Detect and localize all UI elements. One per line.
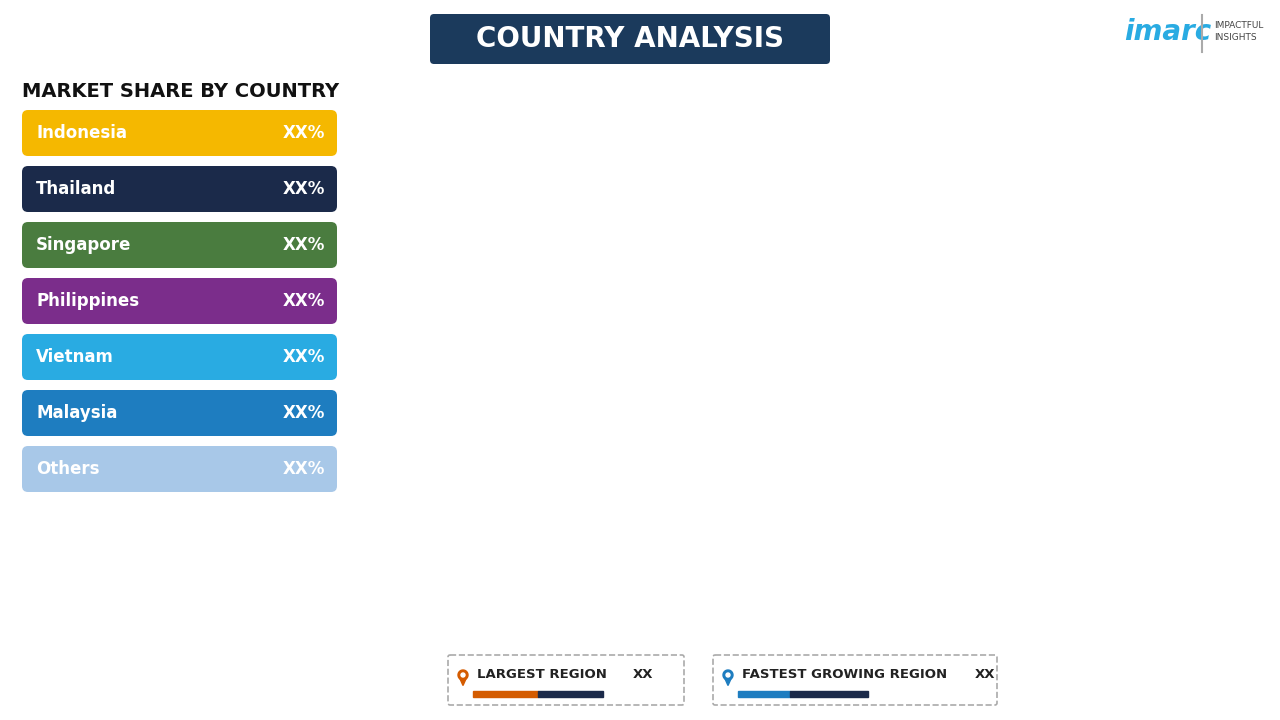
Bar: [739, 691, 790, 697]
Polygon shape: [488, 410, 562, 472]
Polygon shape: [458, 670, 468, 680]
Text: Indonesia: Indonesia: [488, 581, 564, 595]
Text: Singapore: Singapore: [571, 457, 652, 471]
Text: Vietnam: Vietnam: [36, 348, 114, 366]
Polygon shape: [461, 673, 465, 677]
Text: XX%: XX%: [283, 292, 325, 310]
Text: Singapore: Singapore: [36, 236, 132, 254]
Text: XX%: XX%: [283, 236, 325, 254]
FancyBboxPatch shape: [22, 278, 337, 324]
Text: INSIGHTS: INSIGHTS: [1213, 34, 1257, 42]
Text: imarc: imarc: [1124, 18, 1212, 46]
Text: XX%: XX%: [283, 180, 325, 198]
Text: XX%: XX%: [283, 348, 325, 366]
Polygon shape: [394, 425, 599, 580]
Text: FASTEST GROWING REGION: FASTEST GROWING REGION: [742, 668, 947, 682]
Text: LARGEST REGION: LARGEST REGION: [477, 668, 607, 682]
Polygon shape: [859, 348, 970, 410]
Polygon shape: [726, 673, 730, 677]
Polygon shape: [636, 394, 822, 456]
Polygon shape: [543, 161, 636, 348]
Text: MARKET SHARE BY COUNTRY: MARKET SHARE BY COUNTRY: [22, 82, 339, 101]
Text: Thailand: Thailand: [36, 180, 116, 198]
Polygon shape: [724, 677, 732, 685]
Bar: [538, 691, 603, 697]
Text: Thailand: Thailand: [516, 279, 582, 292]
Polygon shape: [599, 595, 748, 642]
FancyBboxPatch shape: [22, 446, 337, 492]
Text: Others: Others: [36, 460, 100, 478]
Text: XX%: XX%: [283, 404, 325, 422]
Text: Philippines: Philippines: [36, 292, 140, 310]
FancyBboxPatch shape: [22, 334, 337, 380]
FancyBboxPatch shape: [22, 222, 337, 268]
Bar: [790, 691, 868, 697]
Text: IMPACTFUL: IMPACTFUL: [1213, 20, 1263, 30]
Text: Malaysia: Malaysia: [36, 404, 118, 422]
FancyBboxPatch shape: [22, 166, 337, 212]
Polygon shape: [1007, 503, 1193, 595]
Text: XX%: XX%: [283, 460, 325, 478]
Polygon shape: [525, 286, 617, 348]
FancyBboxPatch shape: [22, 390, 337, 436]
Polygon shape: [488, 161, 599, 286]
Text: XX: XX: [634, 668, 654, 682]
Text: Philippines: Philippines: [905, 279, 991, 292]
FancyBboxPatch shape: [22, 110, 337, 156]
Text: XX: XX: [975, 668, 996, 682]
Polygon shape: [723, 670, 733, 680]
Bar: [474, 691, 538, 697]
FancyBboxPatch shape: [430, 14, 829, 64]
Polygon shape: [413, 192, 525, 410]
Text: Vietnam: Vietnam: [627, 224, 692, 238]
Polygon shape: [859, 472, 933, 534]
Polygon shape: [822, 223, 896, 317]
Text: Malaysia: Malaysia: [581, 433, 649, 448]
Text: XX%: XX%: [283, 124, 325, 142]
Polygon shape: [376, 68, 507, 286]
Polygon shape: [460, 677, 467, 685]
Text: Indonesia: Indonesia: [36, 124, 127, 142]
Polygon shape: [617, 472, 822, 564]
Text: COUNTRY ANALYSIS: COUNTRY ANALYSIS: [476, 25, 783, 53]
